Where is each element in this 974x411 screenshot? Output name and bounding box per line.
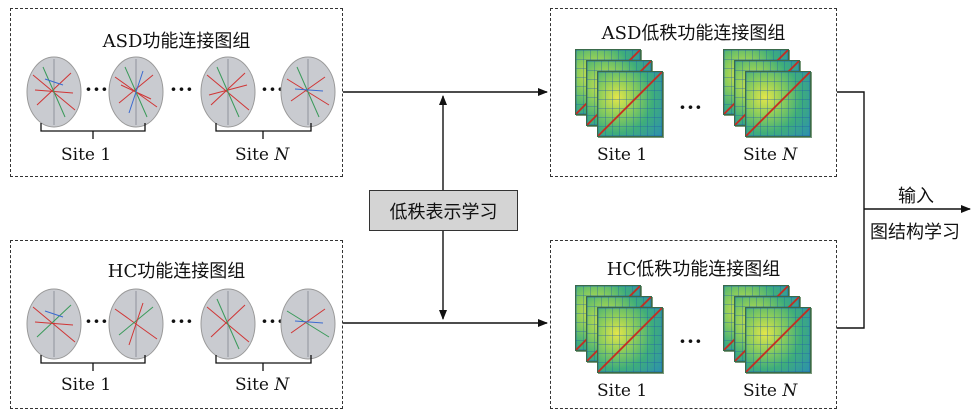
site-label: Site 1 bbox=[597, 381, 648, 401]
site-label: Site 1 bbox=[597, 145, 648, 165]
brain-icon bbox=[26, 56, 82, 128]
output-label-graph-learning: 图结构学习 bbox=[870, 222, 960, 243]
hc-fc-title: HC功能连接图组 bbox=[107, 261, 246, 282]
matrix-stack bbox=[723, 285, 811, 373]
hc-lowrank-group-box: HC低秩功能连接图组 ··· Site 1 Site N bbox=[550, 240, 837, 409]
connectivity-matrix bbox=[597, 307, 663, 373]
brain-icon bbox=[108, 56, 164, 128]
output-bracket bbox=[837, 91, 865, 329]
brain-icon bbox=[280, 56, 336, 128]
output-label-input: 输入 bbox=[898, 186, 934, 207]
asd-fc-title: ASD功能连接图组 bbox=[102, 31, 251, 52]
hc-fc-group-box: HC功能连接图组 ··· ··· ··· Site 1 Site N bbox=[10, 240, 343, 409]
connectivity-matrix bbox=[745, 307, 811, 373]
ellipsis: ··· bbox=[261, 77, 285, 101]
ellipsis: ··· bbox=[85, 309, 109, 333]
matrix-stack bbox=[723, 49, 811, 137]
brain-icon bbox=[280, 288, 336, 360]
low-rank-learning-label: 低秩表示学习 bbox=[389, 201, 498, 223]
low-rank-learning-box: 低秩表示学习 bbox=[369, 190, 518, 231]
site-label: Site 1 bbox=[61, 375, 112, 395]
asd-fc-group-box: ASD功能连接图组 ··· ··· ··· bbox=[10, 8, 343, 177]
ellipsis: ··· bbox=[170, 309, 194, 333]
ellipsis: ··· bbox=[679, 95, 703, 119]
connectivity-matrix bbox=[597, 71, 663, 137]
ellipsis: ··· bbox=[679, 329, 703, 353]
site-bracket bbox=[40, 355, 312, 371]
brain-icon bbox=[26, 288, 82, 360]
matrix-stack bbox=[575, 285, 663, 373]
asd-lowrank-title: ASD低秩功能连接图组 bbox=[601, 23, 786, 44]
site-label: Site N bbox=[743, 381, 798, 401]
site-label: Site N bbox=[235, 375, 290, 395]
ellipsis: ··· bbox=[85, 77, 109, 101]
ellipsis: ··· bbox=[261, 309, 285, 333]
hc-lowrank-title: HC低秩功能连接图组 bbox=[606, 259, 781, 280]
site-bracket bbox=[40, 123, 312, 139]
brain-icon bbox=[200, 56, 256, 128]
site-label: Site 1 bbox=[61, 145, 112, 165]
site-label: Site N bbox=[235, 145, 290, 165]
site-label: Site N bbox=[743, 145, 798, 165]
brain-icon bbox=[108, 288, 164, 360]
asd-lowrank-group-box: ASD低秩功能连接图组 ··· Site 1 Site N bbox=[550, 8, 837, 177]
matrix-stack bbox=[575, 49, 663, 137]
connectivity-matrix bbox=[745, 71, 811, 137]
brain-icon bbox=[200, 288, 256, 360]
ellipsis: ··· bbox=[170, 77, 194, 101]
